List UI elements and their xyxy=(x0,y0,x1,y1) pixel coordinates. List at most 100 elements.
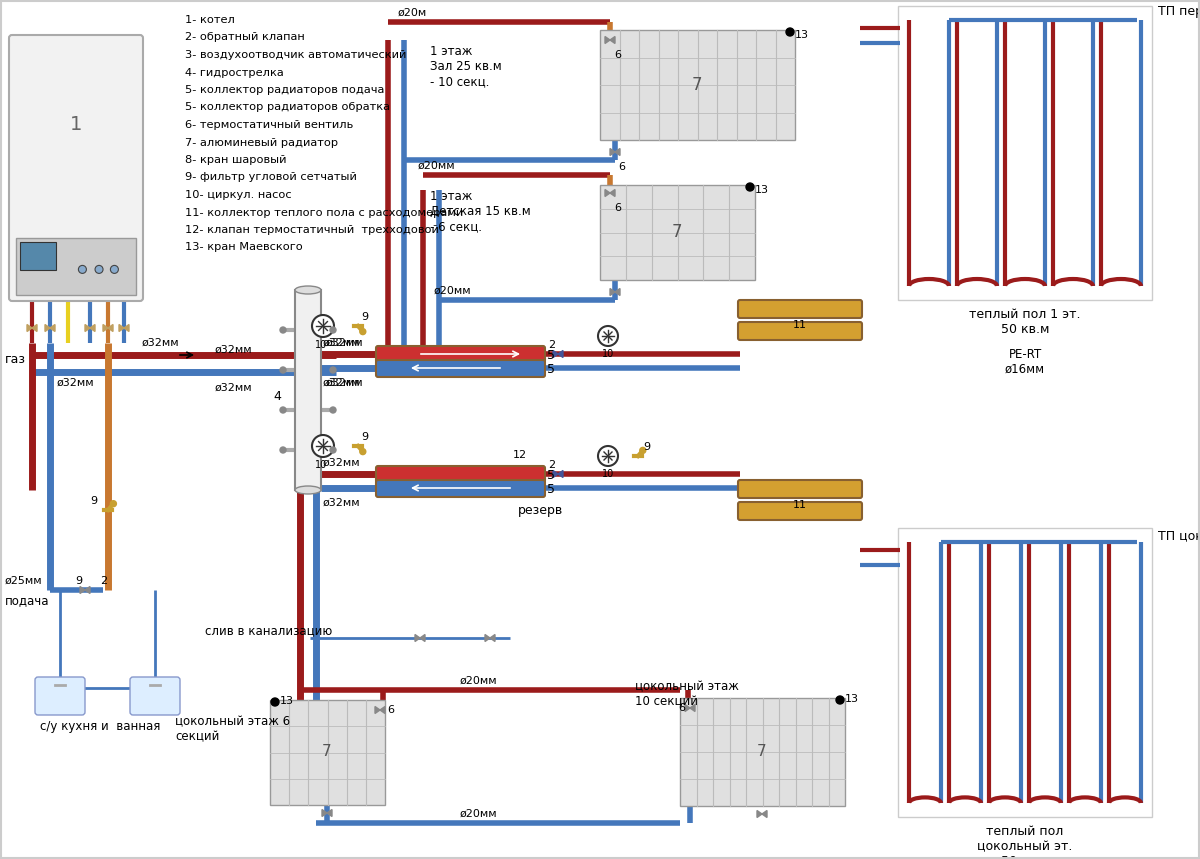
Text: 6: 6 xyxy=(618,162,625,172)
Text: 5: 5 xyxy=(547,483,554,496)
Circle shape xyxy=(78,265,86,273)
Circle shape xyxy=(110,501,116,507)
FancyBboxPatch shape xyxy=(376,360,545,377)
Polygon shape xyxy=(124,325,130,332)
Text: 6: 6 xyxy=(386,705,394,715)
Text: 10: 10 xyxy=(602,469,614,479)
Text: 9: 9 xyxy=(361,312,368,322)
Text: 11- коллектор теплого пола с расходомерами: 11- коллектор теплого пола с расходомера… xyxy=(185,208,463,217)
Text: 1: 1 xyxy=(70,114,82,133)
Circle shape xyxy=(271,698,278,706)
Circle shape xyxy=(836,696,844,704)
Text: ø20мм: ø20мм xyxy=(460,809,498,819)
Text: ø32мм: ø32мм xyxy=(323,458,361,468)
Text: 2: 2 xyxy=(100,576,107,586)
Text: 5: 5 xyxy=(547,363,554,376)
Text: 2: 2 xyxy=(548,460,556,470)
Text: 7: 7 xyxy=(757,745,767,759)
Text: 12: 12 xyxy=(514,450,527,460)
Text: с/у кухня и  ванная: с/у кухня и ванная xyxy=(40,720,160,733)
Text: 10: 10 xyxy=(314,340,328,350)
Bar xyxy=(16,238,136,295)
Text: 9: 9 xyxy=(90,496,97,506)
Polygon shape xyxy=(80,587,85,594)
Text: ø32мм: ø32мм xyxy=(323,378,361,388)
Circle shape xyxy=(598,446,618,466)
Text: 11: 11 xyxy=(793,500,808,510)
Text: газ: газ xyxy=(5,353,26,366)
Polygon shape xyxy=(374,706,380,714)
Circle shape xyxy=(786,28,794,36)
Polygon shape xyxy=(119,325,124,332)
Bar xyxy=(600,30,796,140)
Polygon shape xyxy=(380,706,385,714)
Text: ТП цокольный этаж 6 веток: ТП цокольный этаж 6 веток xyxy=(1158,530,1200,543)
Circle shape xyxy=(280,327,286,333)
FancyBboxPatch shape xyxy=(10,35,143,301)
Polygon shape xyxy=(610,149,616,155)
Text: PE-RT
ø16мм: PE-RT ø16мм xyxy=(1004,348,1045,376)
Text: ø32мм: ø32мм xyxy=(323,498,361,508)
Text: ø25мм: ø25мм xyxy=(5,576,43,586)
FancyBboxPatch shape xyxy=(35,677,85,715)
Polygon shape xyxy=(103,325,108,332)
Text: ø20мм: ø20мм xyxy=(460,676,498,686)
FancyBboxPatch shape xyxy=(738,480,862,498)
Text: 1- котел: 1- котел xyxy=(185,15,235,25)
Circle shape xyxy=(110,265,119,273)
Polygon shape xyxy=(762,811,767,818)
Text: 13: 13 xyxy=(755,185,769,195)
Text: 4: 4 xyxy=(274,390,281,403)
Polygon shape xyxy=(108,325,113,332)
Text: 7- алюминевый радиатор: 7- алюминевый радиатор xyxy=(185,137,338,148)
Text: слив в канализацию: слив в канализацию xyxy=(205,624,332,637)
Polygon shape xyxy=(28,325,32,332)
Text: 10- циркул. насос: 10- циркул. насос xyxy=(185,190,292,200)
Text: ø20мм: ø20мм xyxy=(418,161,456,171)
Text: 7: 7 xyxy=(322,745,332,759)
Ellipse shape xyxy=(295,286,322,294)
Text: 6- термостатичный вентиль: 6- термостатичный вентиль xyxy=(185,120,353,130)
Polygon shape xyxy=(85,325,90,332)
Text: 5: 5 xyxy=(547,349,554,362)
Text: 5- коллектор радиаторов подача: 5- коллектор радиаторов подача xyxy=(185,85,384,95)
Text: 4- гидрострелка: 4- гидрострелка xyxy=(185,68,283,77)
Polygon shape xyxy=(610,289,616,295)
Text: 1 этаж
Зал 25 кв.м
- 10 секц.: 1 этаж Зал 25 кв.м - 10 секц. xyxy=(430,45,502,88)
Text: ø32мм: ø32мм xyxy=(58,378,95,388)
Polygon shape xyxy=(558,471,563,478)
Text: 10: 10 xyxy=(314,460,328,470)
Polygon shape xyxy=(558,350,563,357)
Text: ø20м: ø20м xyxy=(398,8,427,18)
Circle shape xyxy=(746,183,754,191)
Text: 8- кран шаровый: 8- кран шаровый xyxy=(185,155,287,165)
Bar xyxy=(270,700,385,805)
Text: резерв: резерв xyxy=(518,504,563,517)
FancyBboxPatch shape xyxy=(130,677,180,715)
FancyBboxPatch shape xyxy=(376,346,545,363)
FancyBboxPatch shape xyxy=(738,300,862,318)
Text: ø32мм: ø32мм xyxy=(323,338,361,348)
Circle shape xyxy=(280,367,286,373)
Text: цокольный этаж
10 секций: цокольный этаж 10 секций xyxy=(635,680,739,708)
Polygon shape xyxy=(605,190,610,197)
Text: 13: 13 xyxy=(796,30,809,40)
Polygon shape xyxy=(415,635,420,642)
Polygon shape xyxy=(326,809,332,817)
Text: 9: 9 xyxy=(74,576,82,586)
FancyBboxPatch shape xyxy=(738,502,862,520)
Text: 9- фильтр угловой сетчатый: 9- фильтр угловой сетчатый xyxy=(185,173,356,182)
Text: 2- обратный клапан: 2- обратный клапан xyxy=(185,33,305,42)
Polygon shape xyxy=(605,36,610,44)
Polygon shape xyxy=(553,350,558,357)
Text: 11: 11 xyxy=(793,320,808,330)
Polygon shape xyxy=(46,325,50,332)
Text: 9: 9 xyxy=(361,432,368,442)
Circle shape xyxy=(330,407,336,413)
Text: 13: 13 xyxy=(845,694,859,704)
Text: 6: 6 xyxy=(678,703,685,713)
FancyBboxPatch shape xyxy=(738,322,862,340)
Bar xyxy=(295,290,322,490)
Text: цокольный этаж 6
секций: цокольный этаж 6 секций xyxy=(175,715,290,743)
Polygon shape xyxy=(610,36,616,44)
